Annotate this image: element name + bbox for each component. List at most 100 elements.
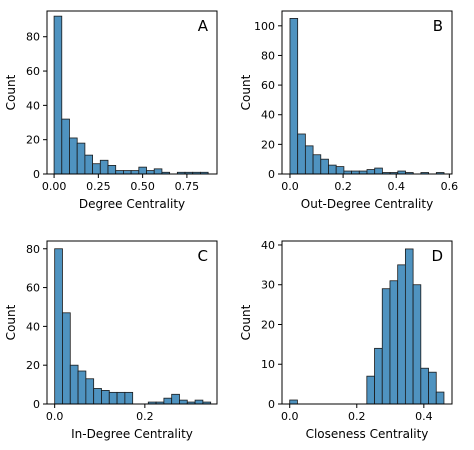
y-tick-label: 60	[261, 79, 275, 92]
x-tick-label: 0.4	[387, 180, 405, 193]
y-tick-label: 0	[268, 168, 275, 181]
histogram-bar	[435, 391, 445, 405]
x-tick-label: 0.0	[46, 410, 64, 423]
x-tick-label: 0.50	[130, 180, 155, 193]
histogram-bar	[179, 399, 188, 405]
histogram-bar	[412, 284, 422, 405]
y-tick-label: 60	[26, 65, 40, 78]
panel-d: 0.0 0.2 0.4 0 10 20 30 40 Closeness Centrality Co…	[239, 239, 453, 441]
histogram-bar	[69, 364, 79, 405]
y-tick-label: 40	[26, 99, 40, 112]
histogram-bar	[130, 170, 140, 175]
histogram-bar	[54, 248, 63, 405]
axes-frame	[281, 10, 453, 175]
y-tick-label: 80	[26, 31, 40, 44]
histogram-bar	[163, 397, 173, 405]
y-tick-label: 40	[261, 109, 275, 122]
histogram-bar	[101, 390, 110, 405]
x-axis-label: In-Degree Centrality	[71, 427, 193, 441]
histogram-bar	[194, 399, 204, 405]
histogram-bar	[123, 170, 132, 175]
histogram-bar	[397, 264, 406, 405]
histogram-bar	[53, 15, 63, 175]
histogram-bar	[374, 167, 383, 175]
y-axis-label: Count	[239, 74, 253, 110]
x-tick-label: 0.75	[175, 180, 200, 193]
y-axis-label: Count	[4, 74, 18, 110]
histogram-bar	[335, 166, 345, 175]
y-tick-label: 10	[261, 358, 275, 371]
y-tick-label: 40	[261, 239, 275, 252]
histogram-bar	[115, 170, 124, 175]
x-axis-label: Closeness Centrality	[306, 427, 429, 441]
histogram-bar	[171, 393, 180, 405]
y-tick-label: 60	[26, 282, 40, 295]
panel-letter: D	[431, 247, 443, 265]
histogram-bar	[297, 133, 306, 175]
panel-c: 0.0 0.2 0 20 40 60 80 In-Degree Centrality Count…	[4, 240, 218, 441]
y-tick-label: 80	[261, 49, 275, 62]
histogram-bar	[76, 142, 86, 175]
histogram-bar	[153, 168, 163, 175]
y-tick-label: 30	[261, 279, 275, 292]
histogram-bar	[312, 154, 322, 175]
histogram-bar	[389, 280, 399, 405]
y-tick-label: 0	[268, 398, 275, 411]
histogram-bar	[77, 370, 87, 405]
histogram-bar	[146, 170, 155, 175]
y-tick-label: 100	[254, 20, 275, 33]
x-tick-label: 0.25	[86, 180, 111, 193]
y-tick-label: 20	[261, 318, 275, 331]
histogram-bar	[374, 347, 383, 405]
axes-frame	[281, 240, 453, 405]
histogram-bar	[99, 159, 109, 175]
histogram-bar	[124, 391, 134, 405]
y-tick-label: 20	[261, 138, 275, 151]
x-tick-label: 0.2	[136, 410, 154, 423]
y-tick-label: 0	[33, 168, 40, 181]
y-tick-label: 40	[26, 320, 40, 333]
x-tick-label: 0.0	[281, 180, 299, 193]
panel-letter: B	[433, 17, 443, 35]
histogram-bar	[93, 388, 102, 405]
histogram-bar	[92, 163, 101, 175]
histogram-bar	[304, 145, 314, 175]
histogram-bar	[428, 371, 437, 405]
histogram-bar	[61, 118, 70, 175]
y-tick-label: 20	[26, 359, 40, 372]
histogram-bar	[84, 154, 94, 175]
axes-frame	[46, 10, 218, 175]
histogram-bar	[289, 18, 299, 175]
x-tick-label: 0.4	[415, 410, 433, 423]
axes-frame	[46, 240, 218, 405]
histogram-bar	[366, 169, 376, 175]
histogram-bar	[138, 166, 147, 175]
y-tick-label: 80	[26, 243, 40, 256]
histogram-bar	[366, 375, 375, 405]
panel-letter: C	[198, 247, 208, 265]
histogram-bar	[69, 137, 78, 175]
histogram-bar	[404, 248, 414, 405]
histogram-bar	[328, 164, 337, 175]
histogram-bar	[85, 378, 95, 405]
histogram-bar	[62, 312, 71, 405]
x-axis-label: Degree Centrality	[79, 197, 185, 211]
y-axis-label: Count	[4, 304, 18, 340]
histogram-bar	[289, 399, 298, 405]
panel-letter: A	[198, 17, 209, 35]
x-tick-label: 0.2	[348, 410, 366, 423]
y-tick-label: 20	[26, 134, 40, 147]
y-axis-label: Count	[239, 304, 253, 340]
x-tick-label: 0.0	[281, 410, 299, 423]
histogram-bar	[116, 391, 126, 405]
x-tick-label: 0.6	[441, 180, 459, 193]
panel-a: 0.00 0.25 0.50 0.75 0 20 40 60 80 Degree Centrali…	[4, 10, 218, 211]
x-tick-label: 0.00	[42, 180, 67, 193]
x-axis-label: Out-Degree Centrality	[301, 197, 433, 211]
histogram-bar	[320, 158, 329, 175]
histogram-bar	[381, 288, 391, 405]
x-tick-label: 0.2	[334, 180, 352, 193]
histogram-bar	[420, 367, 429, 405]
histogram-bar	[108, 391, 118, 405]
